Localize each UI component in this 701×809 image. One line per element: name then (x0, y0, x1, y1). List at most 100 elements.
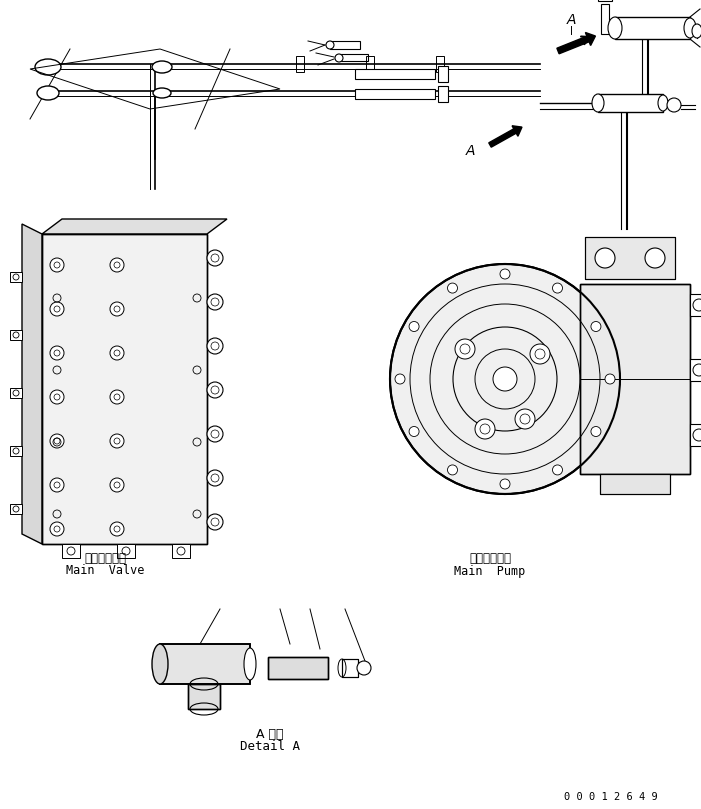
Circle shape (409, 321, 419, 332)
Ellipse shape (35, 59, 61, 75)
Bar (585, 237, 675, 279)
Bar (188, 684, 220, 709)
Bar (615, 17, 690, 39)
Bar (355, 69, 435, 79)
Bar (601, 4, 609, 34)
Bar (600, 474, 670, 494)
Circle shape (515, 409, 535, 429)
Bar (436, 56, 444, 72)
Circle shape (447, 283, 458, 293)
Text: Detail A: Detail A (240, 740, 300, 753)
Bar (160, 644, 250, 684)
Ellipse shape (207, 426, 223, 442)
Ellipse shape (152, 61, 172, 73)
Circle shape (500, 269, 510, 279)
Ellipse shape (692, 24, 701, 38)
Circle shape (50, 434, 64, 448)
Bar (10, 272, 22, 282)
Ellipse shape (244, 648, 256, 680)
Bar (296, 56, 304, 72)
Circle shape (50, 346, 64, 360)
Circle shape (645, 248, 665, 268)
Circle shape (110, 346, 124, 360)
Bar (340, 54, 368, 61)
Text: Main  Valve: Main Valve (66, 565, 144, 578)
Text: A: A (566, 13, 576, 27)
Circle shape (605, 374, 615, 384)
Bar (342, 659, 358, 677)
Ellipse shape (684, 18, 696, 38)
Ellipse shape (207, 338, 223, 354)
Bar (42, 234, 207, 544)
Bar (172, 544, 190, 558)
Text: A: A (465, 144, 475, 158)
FancyArrow shape (489, 125, 522, 147)
Ellipse shape (207, 250, 223, 266)
Circle shape (591, 321, 601, 332)
Polygon shape (22, 224, 42, 544)
Bar (10, 388, 22, 398)
Ellipse shape (207, 514, 223, 530)
Circle shape (500, 479, 510, 489)
Circle shape (595, 248, 615, 268)
Circle shape (409, 426, 419, 437)
Circle shape (552, 283, 562, 293)
Circle shape (335, 54, 343, 62)
Circle shape (591, 426, 601, 437)
Text: メインポンプ: メインポンプ (469, 553, 511, 565)
Circle shape (693, 364, 701, 376)
Circle shape (693, 429, 701, 441)
Ellipse shape (37, 86, 59, 100)
Circle shape (110, 302, 124, 316)
Polygon shape (42, 219, 227, 234)
Circle shape (110, 390, 124, 404)
Ellipse shape (207, 294, 223, 310)
Circle shape (50, 302, 64, 316)
Bar (62, 544, 80, 558)
Bar (160, 644, 250, 684)
Bar (117, 544, 135, 558)
Bar (690, 294, 701, 316)
Bar (585, 237, 675, 279)
Bar (366, 56, 374, 72)
Circle shape (530, 344, 550, 364)
Bar (342, 659, 358, 677)
Bar (438, 66, 448, 82)
Circle shape (326, 41, 334, 49)
Bar (598, 94, 663, 112)
Text: A 詳細: A 詳細 (257, 727, 284, 740)
Circle shape (455, 339, 475, 359)
Circle shape (110, 434, 124, 448)
Circle shape (493, 367, 517, 391)
Bar (690, 424, 701, 446)
Ellipse shape (207, 470, 223, 486)
Ellipse shape (207, 382, 223, 398)
Circle shape (475, 419, 495, 439)
Text: Main  Pump: Main Pump (454, 565, 526, 578)
Bar (690, 359, 701, 381)
Circle shape (667, 98, 681, 112)
Ellipse shape (592, 94, 604, 112)
Circle shape (552, 465, 562, 475)
Ellipse shape (153, 88, 171, 98)
Bar (10, 504, 22, 514)
Ellipse shape (658, 95, 668, 111)
Bar (598, 0, 612, 1)
Bar (580, 284, 690, 474)
Circle shape (110, 478, 124, 492)
Text: メインバルブ: メインバルブ (84, 553, 126, 565)
Circle shape (693, 299, 701, 311)
Circle shape (50, 522, 64, 536)
Bar (42, 234, 207, 544)
Ellipse shape (608, 17, 622, 39)
FancyArrow shape (557, 32, 595, 53)
Bar (268, 657, 328, 679)
Bar (438, 86, 448, 102)
Bar (355, 89, 435, 99)
Circle shape (357, 661, 371, 675)
Bar (268, 657, 328, 679)
Circle shape (50, 390, 64, 404)
Bar (188, 684, 220, 709)
Bar (10, 446, 22, 456)
Circle shape (50, 258, 64, 272)
